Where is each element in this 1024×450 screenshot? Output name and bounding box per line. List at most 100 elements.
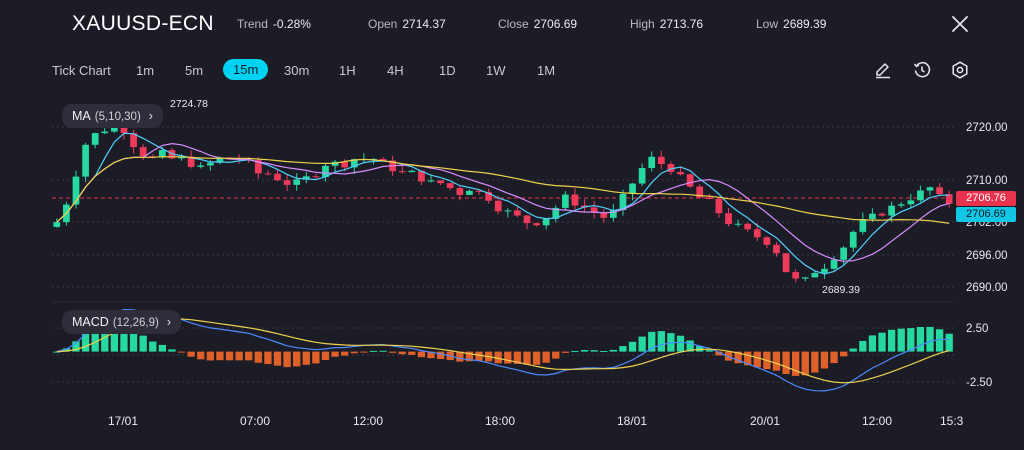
macd-histogram-bar: [686, 340, 694, 352]
symbol-title: XAUUSD-ECN: [72, 12, 214, 35]
timeframe-bar: Tick Chart 1m 5m 15m 30m 1H 4H 1D 1W 1M: [0, 56, 1024, 86]
macd-histogram-bar: [369, 350, 378, 352]
price-tick: 2720.00: [966, 122, 1008, 134]
candle-body: [552, 207, 560, 219]
timeframe-5m[interactable]: 5m: [185, 63, 204, 78]
candle-body: [312, 176, 320, 178]
macd-histogram-bar: [321, 351, 330, 360]
ma10-line: [56, 142, 950, 262]
history-icon[interactable]: [912, 60, 932, 80]
macd-histogram-bar: [110, 319, 119, 352]
macd-histogram-bar: [206, 351, 214, 361]
timeframe-1w[interactable]: 1W: [486, 63, 506, 78]
candle-body: [322, 165, 329, 178]
macd-histogram-bar: [926, 326, 934, 352]
macd-histogram-bar: [887, 329, 896, 352]
timeframe-1m[interactable]: 1m: [136, 63, 155, 78]
candle-body: [945, 194, 953, 204]
macd-histogram-bar: [398, 351, 406, 355]
tick-chart-button[interactable]: Tick Chart: [52, 63, 111, 78]
macd-histogram-bar: [101, 321, 109, 352]
candle-body: [773, 244, 780, 254]
candle-body: [667, 164, 675, 172]
high-value: 2713.76: [659, 17, 704, 31]
low-label: Low: [756, 17, 779, 31]
candle-body: [638, 168, 646, 184]
timeframe-1h[interactable]: 1H: [339, 63, 356, 78]
macd-histogram-bar: [225, 351, 234, 361]
candle-body: [629, 183, 636, 194]
macd-histogram-bar: [62, 348, 71, 352]
candle-body: [801, 277, 809, 279]
candle-body: [792, 272, 800, 279]
candle-body: [571, 194, 579, 206]
macd-histogram-bar: [360, 351, 368, 353]
macd-histogram-bar: [139, 335, 147, 352]
macd-histogram-bar: [580, 350, 589, 352]
candle-body: [91, 133, 99, 145]
time-label: 07:00: [240, 414, 270, 428]
macd-histogram-bar: [935, 329, 944, 352]
candle-body: [274, 173, 281, 181]
close-label: Close: [498, 17, 529, 31]
price-tick: 2690.00: [966, 282, 1008, 294]
macd-params: (12,26,9): [112, 317, 159, 329]
ask-price-tag: 2706.69: [956, 207, 1016, 222]
candle-body: [283, 180, 291, 185]
candle-body: [677, 171, 684, 175]
macd-histogram-bar: [379, 350, 387, 352]
moving-averages: [56, 132, 950, 275]
timeframe-4h[interactable]: 4H: [387, 63, 404, 78]
candle-body: [187, 156, 195, 167]
candle-body: [888, 205, 895, 216]
timeframe-30m[interactable]: 30m: [284, 63, 310, 78]
close-stat: Close 2706.69: [498, 17, 577, 31]
settings-icon[interactable]: [950, 60, 970, 80]
trend-value: -0.28%: [272, 17, 311, 31]
close-icon[interactable]: [948, 12, 972, 36]
timeframe-15m[interactable]: 15m: [223, 59, 269, 80]
candle-body: [696, 186, 704, 198]
draw-pen-icon[interactable]: [873, 60, 893, 80]
candle-body: [427, 180, 435, 182]
macd-histogram-bar: [945, 333, 953, 352]
macd-histogram-bar: [417, 351, 426, 358]
macd-histogram-bar: [628, 341, 637, 352]
macd-histogram-bar: [436, 351, 445, 360]
candle-body: [821, 268, 828, 273]
candle-body: [350, 159, 358, 168]
macd-histogram-bar: [456, 351, 464, 362]
ma-params: (5,10,30): [94, 111, 141, 123]
timeframe-1d[interactable]: 1D: [439, 63, 456, 78]
ma-indicator-pill[interactable]: MA (5,10,30) ›: [62, 104, 163, 128]
timeframe-1mo[interactable]: 1M: [537, 63, 556, 78]
macd-histogram-bar: [235, 351, 243, 361]
ma30-line: [56, 156, 950, 224]
macd-histogram-bar: [609, 349, 617, 352]
candle-body: [753, 229, 761, 238]
macd-histogram-bar: [341, 351, 349, 356]
candle-body: [744, 223, 752, 230]
candle-body: [811, 272, 819, 278]
macd-indicator-pill[interactable]: MACD (12,26,9) ›: [62, 310, 182, 334]
macd-histogram-bar: [542, 351, 550, 363]
candle-body: [609, 210, 617, 218]
candle-body: [494, 200, 502, 212]
candle-body: [197, 165, 205, 167]
chart-grid: [52, 126, 954, 383]
macd-histogram-bar: [552, 351, 560, 359]
candle-body: [917, 190, 924, 201]
macd-histogram-bar: [465, 351, 474, 362]
macd-histogram-bar: [600, 351, 608, 353]
macd-histogram-bar: [916, 327, 925, 352]
candle-body: [82, 144, 89, 177]
macd-histogram-bar: [216, 351, 224, 361]
candle-body: [398, 171, 406, 173]
candle-body: [53, 222, 61, 227]
macd-histogram-bar: [120, 322, 128, 352]
candle-body: [849, 231, 857, 248]
macd-histogram-bar: [705, 350, 713, 352]
candle-body: [533, 223, 540, 226]
macd-dea-line: [56, 318, 950, 384]
